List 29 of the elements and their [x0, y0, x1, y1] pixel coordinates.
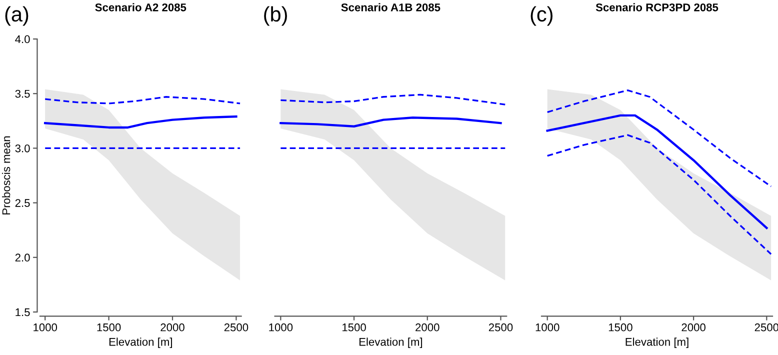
y-tick-label: 2.5 [15, 199, 30, 207]
y-tick-label: 1.5 [16, 308, 30, 316]
chart-title: Scenario A2 2085 [95, 3, 186, 12]
chart-title: Scenario RCP3PD 2085 [596, 3, 718, 12]
x-axis-title: Elevation [m] [626, 338, 688, 348]
x-tick-label: 2000 [682, 323, 706, 332]
x-tick-label: 2500 [488, 323, 513, 332]
line-series [44, 115, 238, 129]
text: (b) [264, 6, 287, 26]
x-tick-label: 1000 [269, 323, 293, 332]
x-axis-title: Elevation [m] [360, 338, 422, 348]
x-tick-label: 2500 [224, 323, 248, 332]
x-tick-label: 2000 [416, 323, 440, 332]
x-tick-label: 1000 [34, 323, 58, 332]
x-tick-label: 1000 [536, 323, 560, 332]
chart-title: Scenario A1B 2085 [341, 3, 440, 12]
y-tick-label: 4.0 [15, 35, 30, 44]
y-tick-label: 3.0 [15, 144, 30, 152]
x-tick-label: 2000 [160, 323, 184, 332]
line-series [44, 96, 241, 104]
x-tick-label: 1500 [608, 323, 632, 332]
text: (c) [530, 6, 552, 26]
x-tick-label: 1500 [97, 323, 121, 332]
y-axis-title: Proboscis mean [2, 136, 10, 214]
x-axis-title: Elevation [m] [109, 338, 172, 348]
y-tick-label: 2.0 [15, 254, 30, 262]
x-tick-label: 1500 [342, 323, 366, 332]
y-tick-label: 3.5 [15, 90, 30, 98]
text: (a) [5, 6, 28, 26]
